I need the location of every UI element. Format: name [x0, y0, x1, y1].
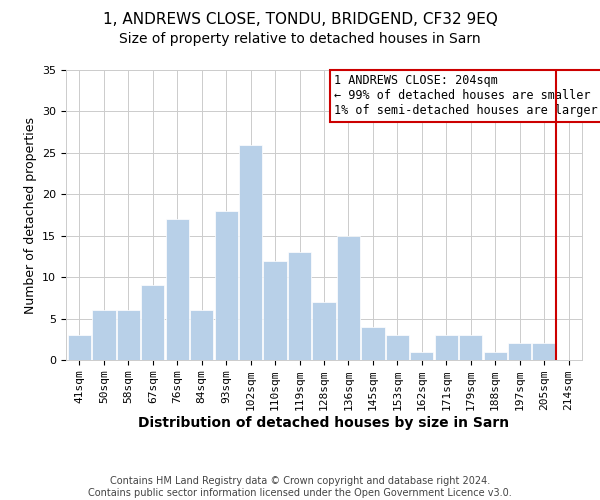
Bar	[386, 335, 409, 360]
Bar	[410, 352, 433, 360]
Bar	[263, 260, 287, 360]
Bar	[288, 252, 311, 360]
Text: Size of property relative to detached houses in Sarn: Size of property relative to detached ho…	[119, 32, 481, 46]
Bar	[190, 310, 214, 360]
Bar	[484, 352, 507, 360]
Bar	[239, 144, 262, 360]
Bar	[508, 344, 531, 360]
Bar	[141, 286, 164, 360]
Bar	[215, 211, 238, 360]
Bar	[166, 219, 189, 360]
Bar	[532, 344, 556, 360]
Text: 1 ANDREWS CLOSE: 204sqm
← 99% of detached houses are smaller (152)
1% of semi-de: 1 ANDREWS CLOSE: 204sqm ← 99% of detache…	[334, 74, 600, 118]
Text: Contains HM Land Registry data © Crown copyright and database right 2024.
Contai: Contains HM Land Registry data © Crown c…	[88, 476, 512, 498]
Bar	[117, 310, 140, 360]
Y-axis label: Number of detached properties: Number of detached properties	[23, 116, 37, 314]
X-axis label: Distribution of detached houses by size in Sarn: Distribution of detached houses by size …	[139, 416, 509, 430]
Bar	[459, 335, 482, 360]
Bar	[337, 236, 360, 360]
Bar	[68, 335, 91, 360]
Bar	[313, 302, 335, 360]
Bar	[434, 335, 458, 360]
Text: 1, ANDREWS CLOSE, TONDU, BRIDGEND, CF32 9EQ: 1, ANDREWS CLOSE, TONDU, BRIDGEND, CF32 …	[103, 12, 497, 28]
Bar	[92, 310, 116, 360]
Bar	[361, 327, 385, 360]
